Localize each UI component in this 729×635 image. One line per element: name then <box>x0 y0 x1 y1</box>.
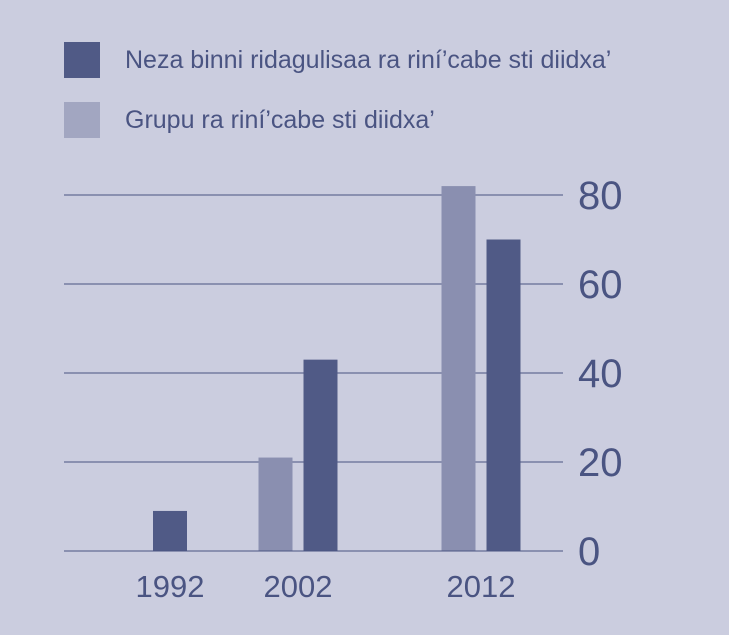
bar-2012-network <box>486 239 521 551</box>
legend-item-speaker-group: Grupu ra riní’cabe sti diidxa’ <box>64 102 435 138</box>
legend-item-speakers-network: Neza binni ridagulisaa ra riní’cabe sti … <box>64 42 611 78</box>
y-tick-label-20: 20 <box>578 441 623 485</box>
x-tick-label-2012: 2012 <box>447 569 516 604</box>
y-tick-label-40: 40 <box>578 352 623 396</box>
x-tick-label-1992: 1992 <box>136 569 205 604</box>
legend-label: Neza binni ridagulisaa ra riní’cabe sti … <box>125 45 612 74</box>
legend-label: Grupu ra riní’cabe sti diidxa’ <box>125 105 435 134</box>
bar-1992-network <box>153 510 187 551</box>
bar-2012-group <box>441 186 476 551</box>
bar-2002-group <box>258 457 293 551</box>
y-tick-label-60: 60 <box>578 263 623 307</box>
bar-2002-network <box>303 359 338 551</box>
legend-swatch-light <box>64 102 100 138</box>
y-tick-label-80: 80 <box>578 174 623 218</box>
x-tick-label-2002: 2002 <box>264 569 333 604</box>
y-tick-label-0: 0 <box>578 530 600 574</box>
legend-swatch-dark <box>64 42 100 78</box>
